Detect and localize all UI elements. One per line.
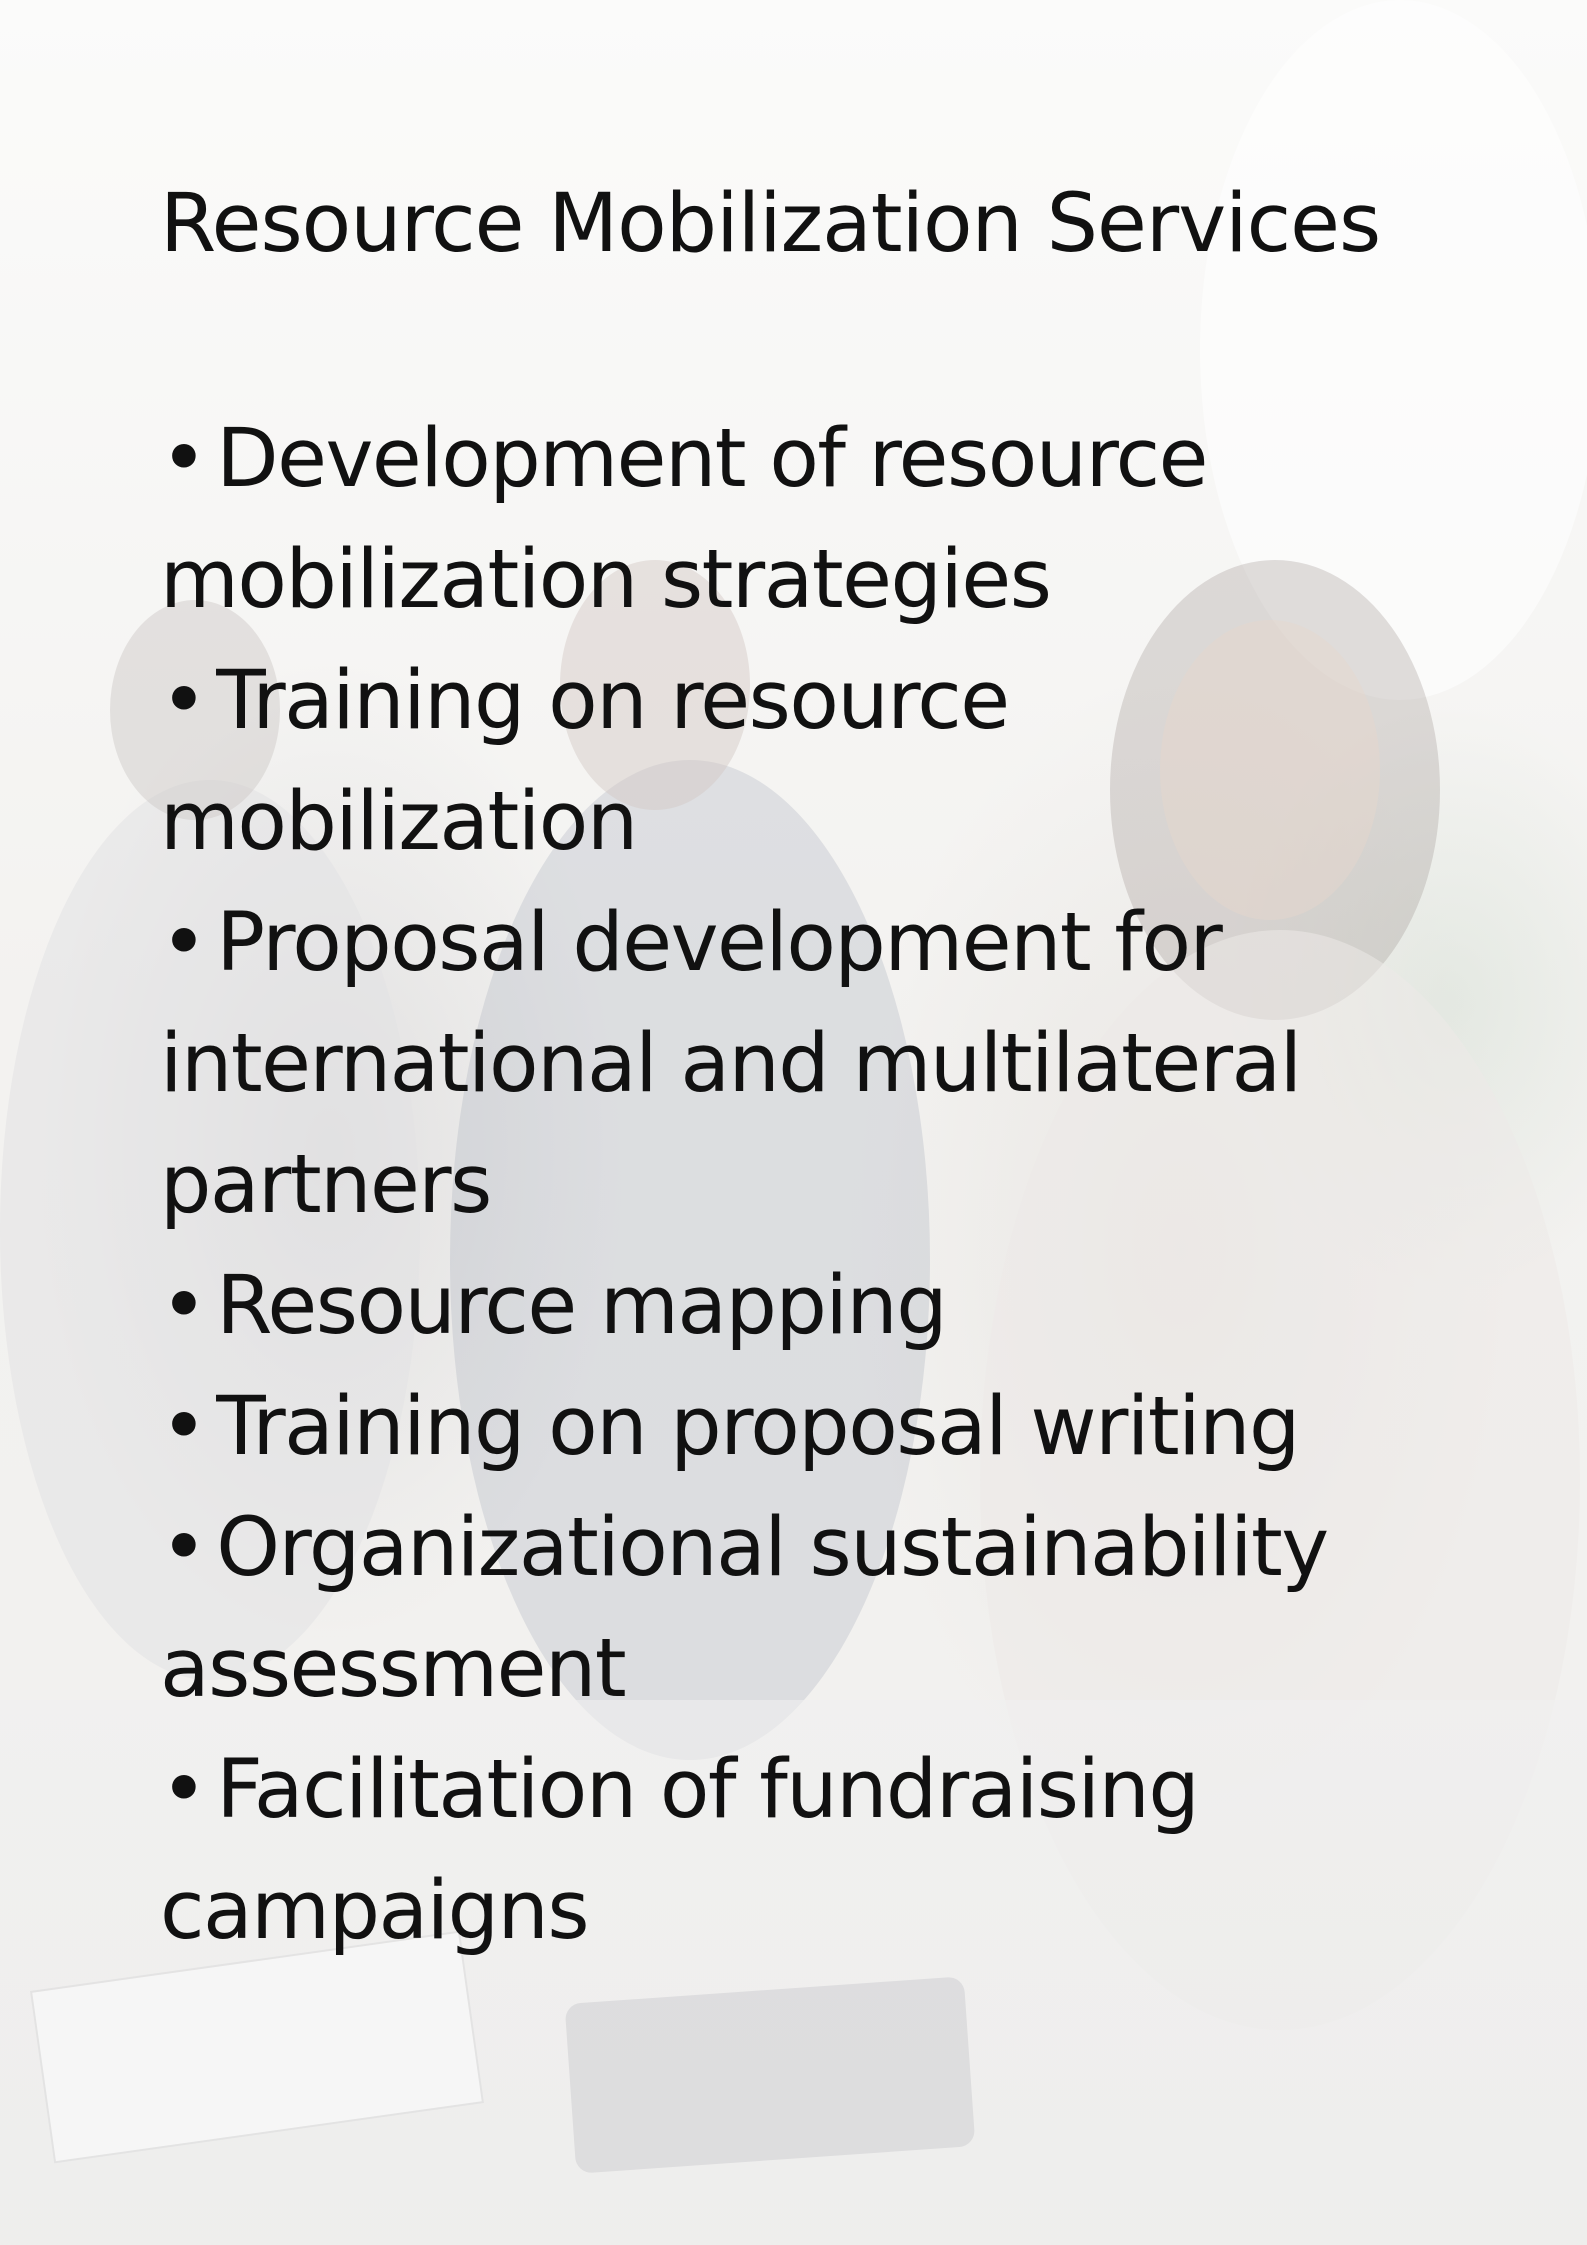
- bullet: •: [160, 1743, 208, 1837]
- bullet: •: [160, 654, 208, 748]
- list-item-label: Facilitation of fundraising campaigns: [160, 1743, 1200, 1958]
- services-list: • Development of resource mobilization st…: [160, 399, 1460, 1972]
- background-person-left-head: [110, 600, 280, 820]
- title-spacer: [160, 278, 1460, 399]
- list-item-label: Proposal development for international a…: [160, 896, 1302, 1232]
- list-item: • Proposal development for international …: [160, 883, 1460, 1246]
- background-person-middle: [450, 760, 930, 1760]
- list-item: • Training on resource mobilization: [160, 641, 1460, 883]
- list-item: • Resource mapping: [160, 1246, 1460, 1367]
- bullet: •: [160, 1501, 208, 1595]
- page-title: Resource Mobilization Services: [160, 177, 1381, 271]
- list-item-label: Organizational sustainability assessment: [160, 1501, 1329, 1716]
- bullet: •: [160, 896, 208, 990]
- background-person-left: [0, 780, 420, 1680]
- list-item: • Organizational sustainability assessmen…: [160, 1488, 1460, 1730]
- bullet: •: [160, 1259, 208, 1353]
- list-item: • Training on proposal writing: [160, 1367, 1460, 1488]
- background-tablet: [564, 1976, 976, 2174]
- list-item: • Facilitation of fundraising campaigns: [160, 1730, 1460, 1972]
- list-item-label: Training on proposal writing: [216, 1380, 1300, 1474]
- background-person-right-head: [1160, 620, 1380, 920]
- document-content: Resource Mobilization Services • Developm…: [160, 170, 1460, 1972]
- background-person-middle-head: [560, 560, 750, 810]
- bullet: •: [160, 412, 208, 506]
- list-item-label: Development of resource mobilization str…: [160, 412, 1208, 627]
- list-item-label: Training on resource mobilization: [160, 654, 1010, 869]
- list-item: • Development of resource mobilization st…: [160, 399, 1460, 641]
- bullet: •: [160, 1380, 208, 1474]
- background-window-light: [1200, 0, 1587, 700]
- list-item-label: Resource mapping: [216, 1259, 947, 1353]
